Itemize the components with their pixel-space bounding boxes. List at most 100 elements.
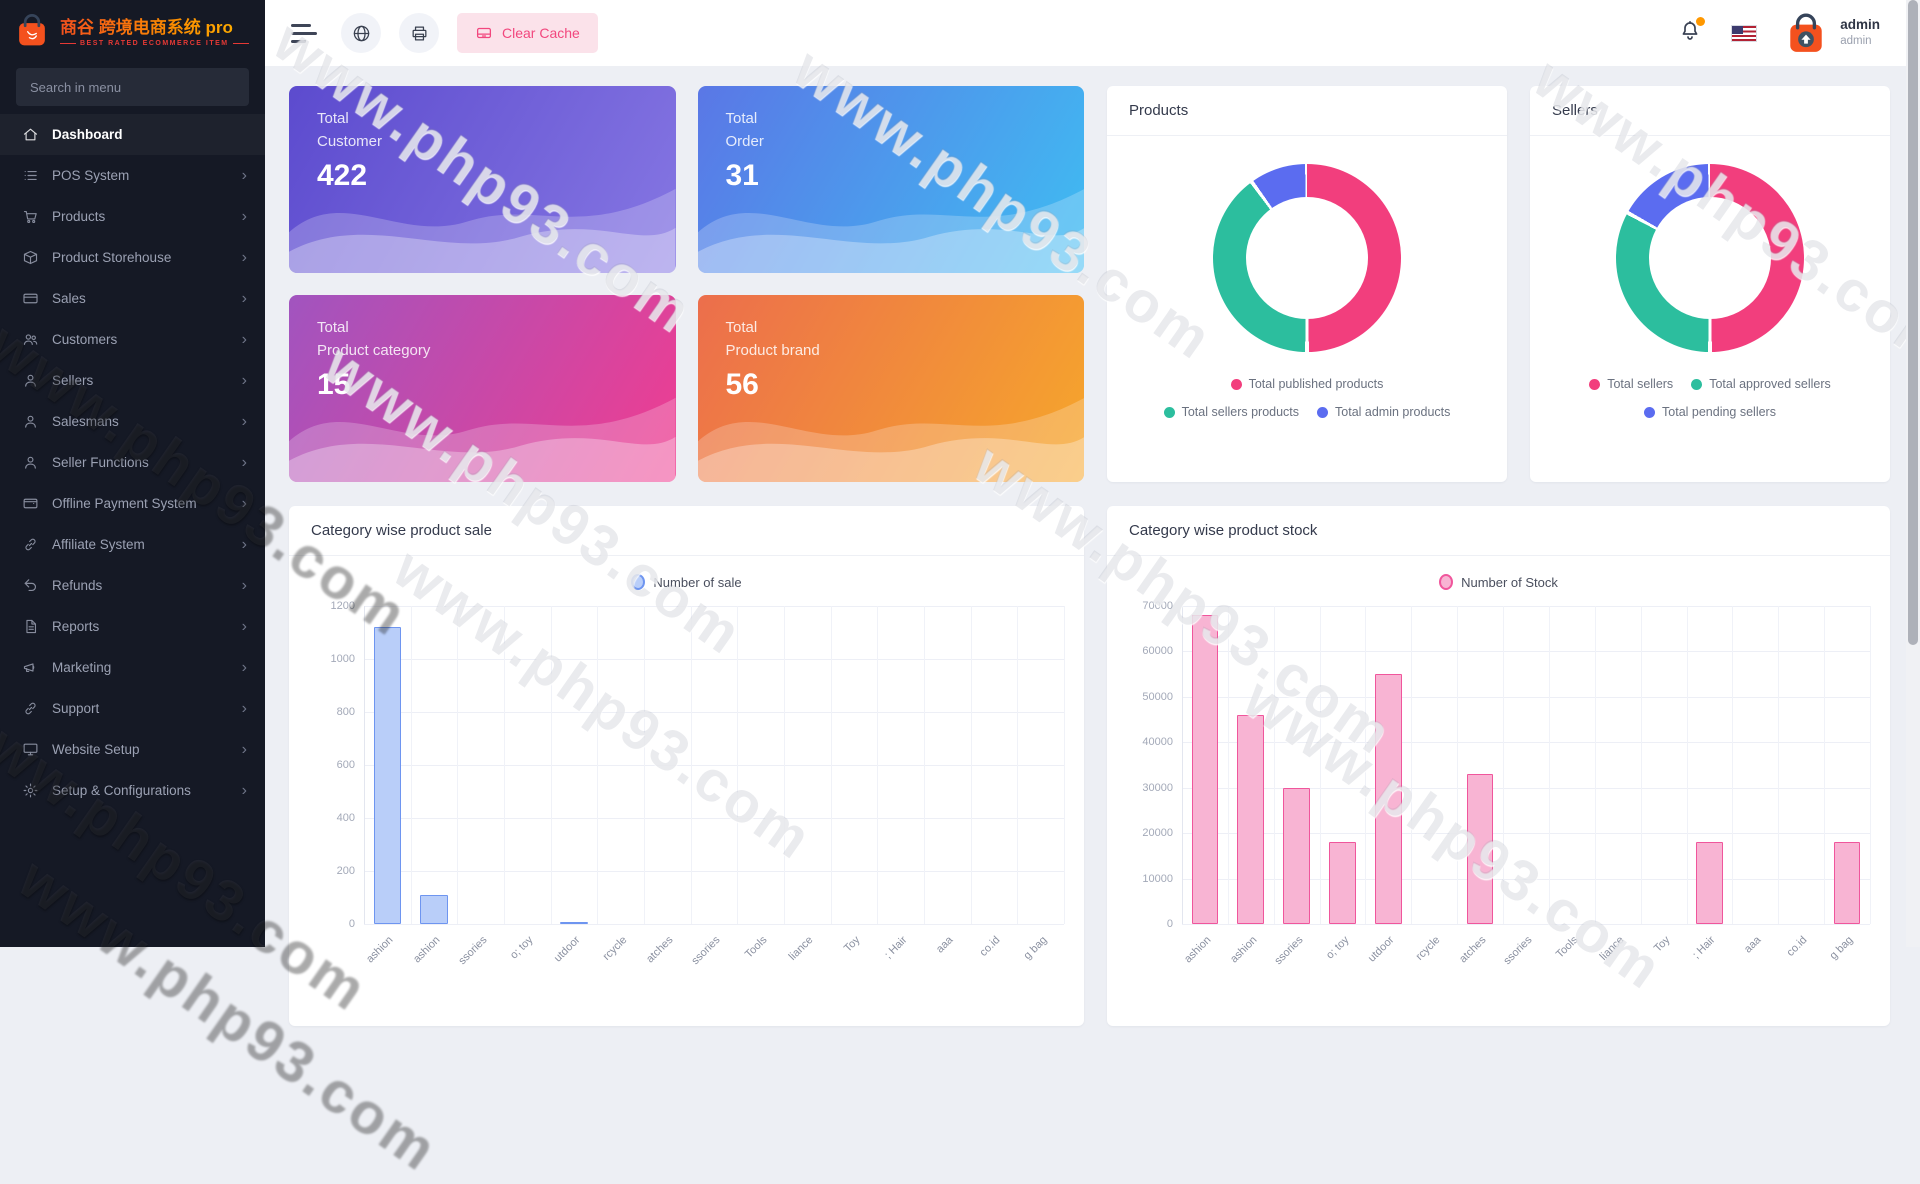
bar-ashion[interactable] [1192,615,1219,924]
sidebar-item-dashboard[interactable]: Dashboard [0,114,265,155]
wave-decoration [698,165,1085,273]
app-logo[interactable]: 商谷 跨境电商系统 pro BEST RATED ECOMMERCE ITEM [0,0,265,58]
sidebar-search-input[interactable] [16,68,249,106]
bar-atches[interactable] [1467,774,1494,924]
sidebar-toggle-button[interactable] [291,24,317,43]
sidebar-item-setup-configurations[interactable]: Setup & Configurations› [0,770,265,811]
notifications-button[interactable] [1678,19,1702,48]
legend-item[interactable]: Total approved sellers [1691,374,1831,394]
products-donut-legend: Total published products Total sellers pr… [1107,374,1507,426]
sidebar-item-label: Sales [52,291,242,306]
chevron-right-icon: › [242,742,247,758]
bar-o-toy[interactable] [1329,842,1356,924]
gridline [1549,606,1550,924]
stat-title-line2: Product brand [726,340,1085,363]
vertical-scrollbar[interactable] [1906,0,1920,947]
sidebar-item-label: Products [52,209,242,224]
legend-dot [1317,407,1328,418]
list-icon [22,167,39,184]
bar--Hair[interactable] [1696,842,1723,924]
sidebar-item-refunds[interactable]: Refunds› [0,565,265,606]
sidebar-item-website-setup[interactable]: Website Setup› [0,729,265,770]
clear-cache-button[interactable]: Clear Cache [457,13,598,53]
chevron-right-icon: › [242,291,247,307]
gridline [1064,606,1065,924]
bar-ashion[interactable] [420,895,447,924]
gridline [364,712,1064,713]
gear-icon [22,782,39,799]
return-icon [22,577,39,594]
print-button[interactable] [399,13,439,53]
legend-dot [1589,379,1600,390]
bar-utdoor[interactable] [1375,674,1402,924]
legend-item[interactable]: Total admin products [1317,402,1450,422]
sellers-card-title: Sellers [1530,86,1890,136]
gridline [1824,606,1825,924]
scrollbar-thumb[interactable] [1908,0,1918,645]
sidebar-item-reports[interactable]: Reports› [0,606,265,647]
megaphone-icon [22,659,39,676]
sidebar-item-label: POS System [52,168,242,183]
chevron-right-icon: › [242,619,247,635]
legend-item[interactable]: Total sellers [1589,374,1673,394]
bar-ashion[interactable] [1237,715,1264,924]
y-axis [364,606,365,924]
sidebar-item-sales[interactable]: Sales› [0,278,265,319]
gridline [1595,606,1596,924]
bar-ashion[interactable] [374,627,401,924]
sidebar-item-label: Reports [52,619,242,634]
sidebar-item-label: Marketing [52,660,242,675]
user-avatar[interactable] [1784,11,1828,55]
chevron-right-icon: › [242,701,247,717]
sidebar-item-seller-functions[interactable]: Seller Functions› [0,442,265,483]
legend-item[interactable]: Total published products [1231,374,1384,394]
sidebar-item-label: Refunds [52,578,242,593]
gridline [1182,697,1870,698]
legend-dot [1231,379,1242,390]
link-icon [22,700,39,717]
gridline [737,606,738,924]
sidebar-item-label: Website Setup [52,742,242,757]
language-globe-button[interactable] [341,13,381,53]
gridline [411,606,412,924]
sidebar-item-sellers[interactable]: Sellers› [0,360,265,401]
legend-item[interactable]: Total sellers products [1164,402,1299,422]
product-stock-legend[interactable]: Number of Stock [1107,574,1890,590]
sellers-donut-chart[interactable] [1616,164,1804,352]
legend-marker [1439,574,1453,590]
product-sale-legend[interactable]: Number of sale [289,574,1084,590]
y-axis-tick: 0 [349,918,364,930]
sidebar-item-customers[interactable]: Customers› [0,319,265,360]
user-icon [22,413,39,430]
stat-title-line1: Total [317,108,676,131]
bar-ssories[interactable] [1283,788,1310,924]
sidebar-item-product-storehouse[interactable]: Product Storehouse› [0,237,265,278]
sidebar-item-marketing[interactable]: Marketing› [0,647,265,688]
user-info[interactable]: admin admin [1840,17,1880,48]
legend-item[interactable]: Total pending sellers [1644,402,1776,422]
sidebar-item-products[interactable]: Products› [0,196,265,237]
product-stock-chart-card: Category wise product stock Number of St… [1107,506,1890,1026]
bar-utdoor[interactable] [560,922,587,924]
sidebar-item-support[interactable]: Support› [0,688,265,729]
gridline [1320,606,1321,924]
monitor-icon [22,741,39,758]
legend-dot [1164,407,1175,418]
sidebar-item-salesmans[interactable]: Salesmans› [0,401,265,442]
language-flag-us[interactable] [1732,26,1756,41]
sidebar-item-label: Setup & Configurations [52,783,242,798]
sidebar-item-pos-system[interactable]: POS System› [0,155,265,196]
sidebar-item-offline-payment-system[interactable]: Offline Payment System› [0,483,265,524]
products-donut-chart[interactable] [1213,164,1401,352]
bar-g-bag[interactable] [1834,842,1861,924]
clear-cache-label: Clear Cache [502,25,580,41]
sidebar-item-affiliate-system[interactable]: Affiliate System› [0,524,265,565]
